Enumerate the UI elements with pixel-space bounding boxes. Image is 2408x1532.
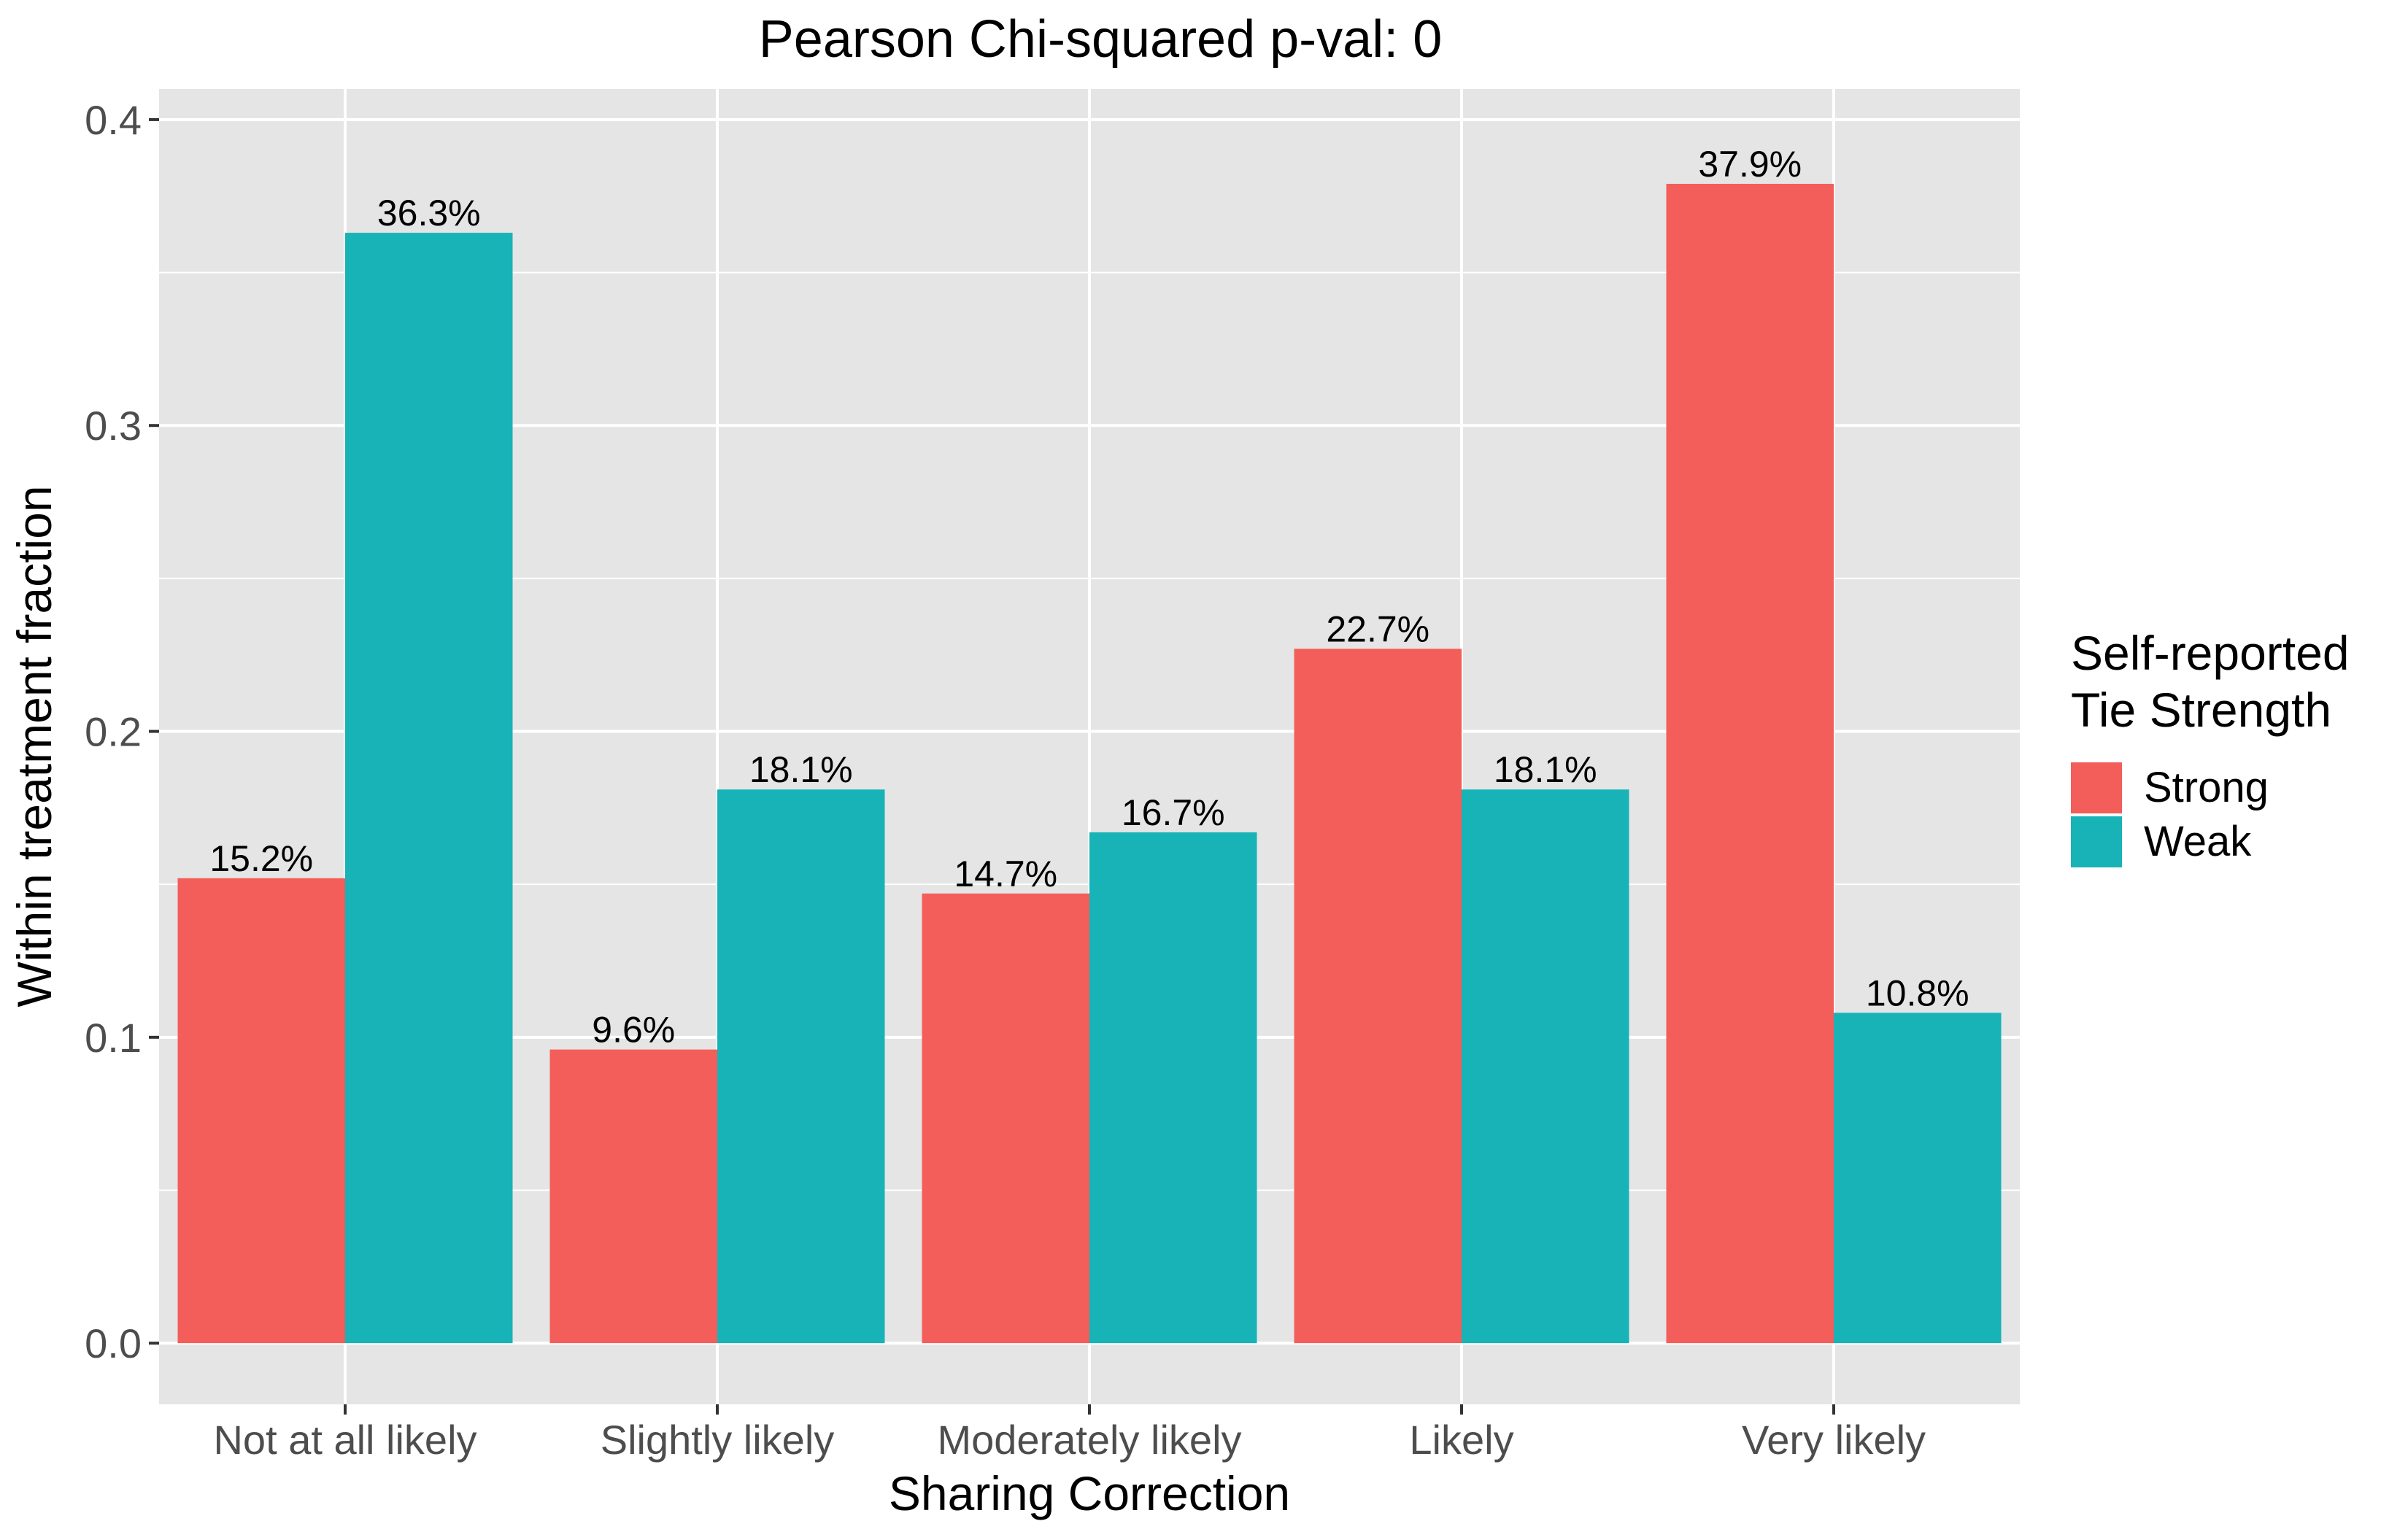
x-tick-label: Moderately likely — [937, 1417, 1241, 1463]
legend-title: Tie Strength — [2071, 683, 2331, 737]
bar-value-label: 14.7% — [954, 854, 1057, 894]
legend-key-weak — [2071, 816, 2122, 867]
legend-key-strong — [2071, 762, 2122, 813]
bar-value-label: 10.8% — [1866, 972, 1969, 1013]
bar-strong — [1666, 183, 1834, 1344]
legend-label: Strong — [2144, 764, 2269, 811]
bar-value-label: 18.1% — [1494, 749, 1597, 790]
bar-weak — [345, 233, 513, 1344]
data-labels: 15.2% 9.6% 14.7% 22.7% 37.9% 36.3% 18.1% 16.7% 1… — [209, 144, 1969, 1051]
x-tick-label: Likely — [1409, 1417, 1513, 1463]
chart-title: Pearson Chi-squared p-val: 0 — [759, 10, 1443, 69]
bar-weak — [717, 789, 885, 1344]
y-tick-label: 0.1 — [85, 1015, 142, 1061]
y-tick-label: 0.0 — [85, 1320, 142, 1366]
bar-weak — [1834, 1013, 2002, 1344]
bar-weak — [1462, 789, 1629, 1344]
bar-strong — [1294, 649, 1462, 1344]
axes: 0.0 0.1 0.2 0.3 0.4 Not at all likely Slightly… — [85, 97, 1926, 1463]
bar-value-label: 15.2% — [209, 838, 313, 879]
legend-label: Weak — [2144, 818, 2252, 865]
x-axis-title: Sharing Correction — [889, 1466, 1290, 1520]
y-tick-label: 0.4 — [85, 97, 142, 143]
bar-value-label: 16.7% — [1122, 792, 1225, 833]
bar-strong — [922, 893, 1089, 1344]
bar-value-label: 22.7% — [1326, 608, 1429, 649]
bars — [177, 183, 2002, 1344]
bar-strong — [177, 878, 345, 1344]
x-tick-label: Very likely — [1742, 1417, 1926, 1463]
bar-strong — [549, 1049, 717, 1344]
bar-weak — [1089, 832, 1257, 1344]
bar-value-label: 37.9% — [1698, 144, 1802, 185]
bar-value-label: 9.6% — [592, 1010, 675, 1051]
bar-value-label: 18.1% — [749, 749, 853, 790]
y-tick-label: 0.2 — [85, 709, 142, 755]
bar-value-label: 36.3% — [377, 193, 481, 233]
y-tick-label: 0.3 — [85, 403, 142, 449]
x-tick-label: Not at all likely — [213, 1417, 476, 1463]
x-tick-label: Slightly likely — [601, 1417, 835, 1463]
y-axis-title: Within treatment fraction — [7, 485, 61, 1007]
legend-title: Self-reported — [2071, 626, 2350, 680]
